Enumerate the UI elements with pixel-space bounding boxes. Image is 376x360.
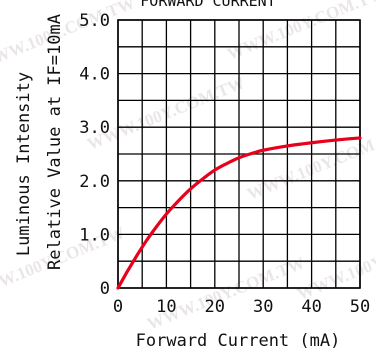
y-tick-label: 2.0 <box>79 172 110 192</box>
watermark-text: WWW.100Y.COM.TW <box>244 123 376 204</box>
x-tick-label: 0 <box>113 297 123 317</box>
watermark-text: WWW.100Y.COM.TW <box>0 0 138 74</box>
y-tick-label: 0 <box>100 279 110 299</box>
tick-layer: 0 10 20 30 40 50 0 1.0 2.0 3.0 4.0 5.0 <box>79 11 370 317</box>
series-line <box>116 136 362 290</box>
x-tick-label: 20 <box>205 297 225 317</box>
y-tick-label: 4.0 <box>79 65 110 85</box>
y-tick-label: 5.0 <box>79 11 110 31</box>
y-axis-label-line2: Relative Value at IF=10mA <box>45 14 65 270</box>
plot-frame <box>117 19 361 289</box>
chart-title: FORWARD CURRENT <box>140 0 275 10</box>
y-axis-label-line1: Luminous Intensity <box>14 72 34 256</box>
x-axis-label: Forward Current (mA) <box>136 331 341 351</box>
y-tick-label: 3.0 <box>79 118 110 138</box>
series-layer <box>116 136 362 290</box>
x-tick-label: 30 <box>253 297 273 317</box>
watermark-text: WWW.100Y.COM.TW <box>144 253 307 334</box>
x-tick-label: 50 <box>350 297 370 317</box>
x-tick-label: 40 <box>301 297 321 317</box>
grid-layer <box>117 19 361 289</box>
x-tick-label: 10 <box>156 297 176 317</box>
y-tick-label: 1.0 <box>79 225 110 245</box>
